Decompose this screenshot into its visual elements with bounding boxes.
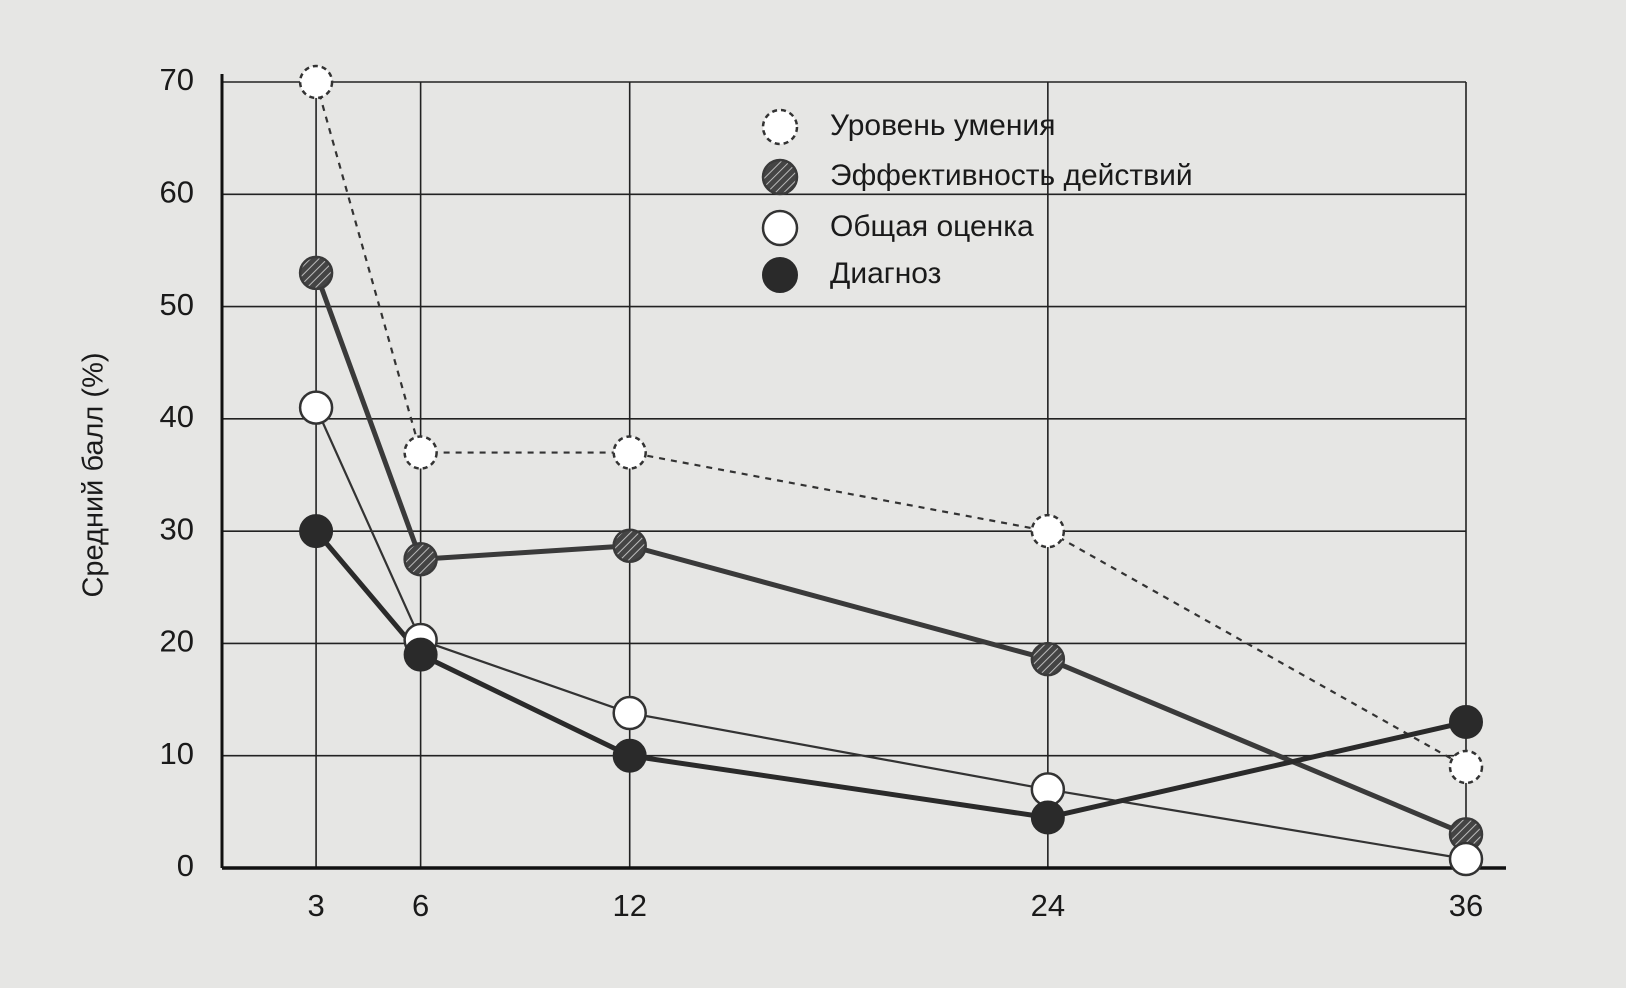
point: [612, 528, 647, 563]
point: [298, 64, 334, 100]
legend-label: Общая оценка: [830, 210, 1034, 243]
x-tick-label: 36: [1449, 888, 1483, 923]
legend-marker: [762, 257, 798, 293]
point: [612, 695, 647, 731]
x-tick-label: 6: [412, 888, 429, 923]
legend-label: Диагноз: [830, 257, 941, 290]
y-tick-label: 50: [160, 287, 194, 322]
point: [298, 255, 334, 291]
point: [1030, 641, 1066, 677]
point: [299, 514, 334, 549]
x-tick-label: 12: [612, 888, 646, 923]
y-tick-label: 40: [160, 399, 194, 434]
y-tick-label: 0: [177, 848, 194, 883]
point: [1030, 513, 1066, 549]
point: [1030, 800, 1065, 835]
legend-label: Уровень умения: [830, 109, 1055, 142]
y-tick-label: 70: [160, 62, 194, 97]
y-tick-label: 60: [160, 174, 194, 209]
legend-marker: [761, 158, 799, 196]
point: [612, 738, 647, 773]
point: [403, 541, 438, 577]
legend-marker: [761, 108, 799, 146]
point: [1448, 841, 1484, 877]
legend-label: Эффективность действий: [830, 159, 1193, 192]
y-tick-label: 20: [160, 624, 194, 659]
point: [403, 637, 438, 672]
y-tick-label: 30: [160, 511, 194, 546]
series-line: [315, 81, 1467, 768]
y-axis-title: Средний балл (%): [78, 352, 110, 597]
point: [612, 435, 647, 470]
x-tick-label: 24: [1031, 888, 1065, 923]
point: [403, 435, 438, 470]
y-tick-label: 10: [160, 736, 194, 771]
legend-marker: [761, 209, 799, 247]
point: [298, 390, 334, 425]
point: [1448, 749, 1484, 785]
point: [1449, 705, 1483, 740]
x-tick-label: 3: [307, 888, 324, 923]
